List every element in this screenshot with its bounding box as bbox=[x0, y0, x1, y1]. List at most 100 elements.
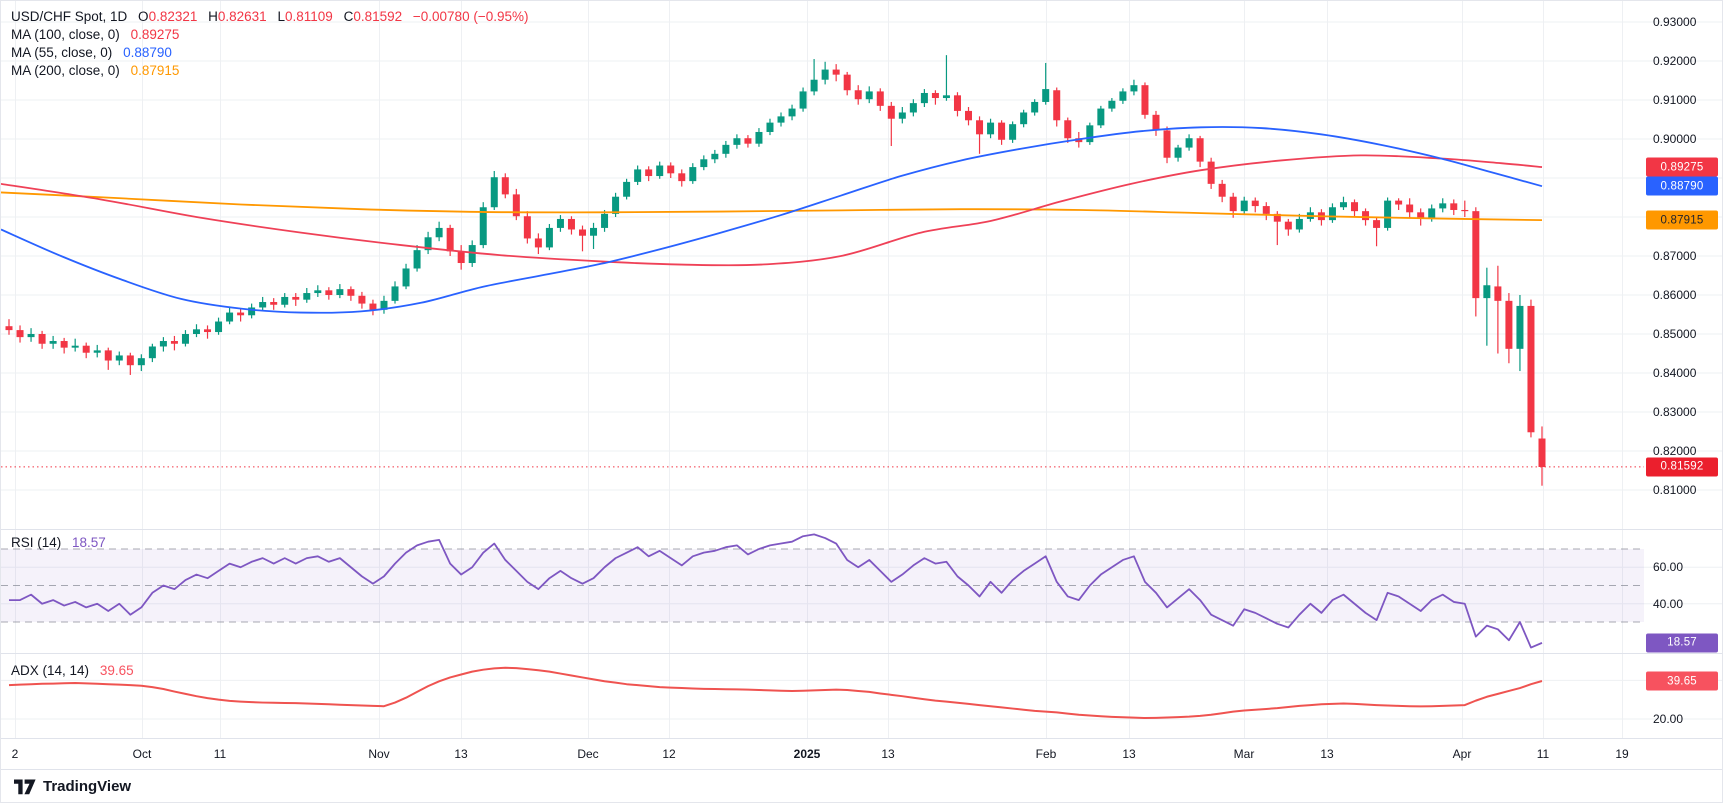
candle-body bbox=[1516, 305, 1524, 349]
candle-body bbox=[1207, 161, 1215, 184]
candle-body bbox=[104, 350, 112, 361]
open-label: O bbox=[138, 9, 149, 24]
candle-body bbox=[578, 229, 586, 236]
ma55-legend[interactable]: MA (55, close, 0) 0.88790 bbox=[11, 44, 172, 62]
candle-body bbox=[810, 79, 818, 92]
candle-body bbox=[137, 358, 145, 366]
candle-body bbox=[281, 296, 289, 305]
rsi-legend[interactable]: RSI (14) 18.57 bbox=[11, 534, 106, 552]
candle-body bbox=[126, 355, 134, 366]
candle-body bbox=[1185, 138, 1193, 148]
close-value: 0.81592 bbox=[353, 9, 403, 24]
candle-body bbox=[49, 341, 57, 344]
open-value: 0.82321 bbox=[148, 9, 198, 24]
candle-body bbox=[512, 194, 520, 217]
candle-body bbox=[1119, 91, 1127, 101]
candle-body bbox=[1196, 138, 1204, 162]
candle-body bbox=[534, 238, 542, 248]
time-axis-label: Oct bbox=[132, 747, 152, 761]
rsi-value: 18.57 bbox=[72, 535, 106, 550]
candle-body bbox=[1130, 85, 1138, 92]
candle-body bbox=[369, 303, 377, 310]
candle-body bbox=[821, 69, 829, 80]
candle-body bbox=[920, 92, 928, 104]
candle-body bbox=[115, 355, 123, 361]
candle-body bbox=[1174, 147, 1182, 158]
ma100-legend[interactable]: MA (100, close, 0) 0.89275 bbox=[11, 26, 179, 44]
candle-body bbox=[567, 218, 575, 230]
candle-body bbox=[1328, 207, 1336, 221]
candle-body bbox=[733, 138, 741, 145]
price-badge: 0.89275 bbox=[1646, 157, 1718, 177]
candle-body bbox=[1273, 213, 1281, 222]
candle-body bbox=[248, 307, 256, 316]
candle-body bbox=[556, 218, 564, 228]
candle-body bbox=[1141, 85, 1149, 115]
price-axis-label: 0.93000 bbox=[1653, 15, 1697, 29]
candle-body bbox=[336, 289, 344, 295]
ma200-line bbox=[1, 191, 1543, 222]
candle-body bbox=[965, 110, 973, 121]
time-axis-label: Nov bbox=[368, 747, 390, 761]
candle-body bbox=[1450, 203, 1458, 210]
candle-body bbox=[435, 227, 443, 238]
candle-body bbox=[181, 334, 189, 344]
candle-body bbox=[1494, 286, 1502, 301]
time-axis-label: Mar bbox=[1233, 747, 1255, 761]
candle-body bbox=[799, 91, 807, 109]
price-axis-label: 0.90000 bbox=[1653, 132, 1697, 146]
time-axis-label: 11 bbox=[213, 747, 227, 761]
symbol-legend[interactable]: USD/CHF Spot, 1D O0.82321 H0.82631 L0.81… bbox=[11, 8, 528, 26]
price-axis-label: 0.91000 bbox=[1653, 93, 1697, 107]
price-axis-label: 0.82000 bbox=[1653, 444, 1697, 458]
candle-body bbox=[722, 144, 730, 154]
candle-body bbox=[468, 245, 476, 264]
tradingview-logo-icon[interactable] bbox=[14, 779, 36, 795]
candle-body bbox=[1472, 211, 1480, 299]
candle-body bbox=[1009, 124, 1017, 140]
candle-body bbox=[1020, 112, 1028, 125]
low-value: 0.81109 bbox=[284, 9, 333, 24]
candle-body bbox=[71, 345, 79, 348]
rsi-axis-label: 60.00 bbox=[1653, 560, 1684, 575]
candle-body bbox=[1108, 100, 1116, 109]
candle-body bbox=[215, 321, 223, 333]
candle-body bbox=[601, 213, 609, 228]
candle-body bbox=[424, 237, 432, 251]
price-axis-label: 0.87000 bbox=[1653, 249, 1697, 263]
ma100-value: 0.89275 bbox=[130, 27, 180, 42]
candle-body bbox=[1284, 221, 1292, 230]
low-label: L bbox=[277, 9, 285, 24]
symbol-title: USD/CHF Spot, 1D bbox=[11, 9, 128, 24]
candle-body bbox=[865, 91, 873, 100]
candle-body bbox=[1251, 200, 1259, 207]
time-axis-label: 2025 bbox=[793, 747, 821, 761]
tradingview-brand-text[interactable]: TradingView bbox=[43, 778, 132, 795]
time-axis-label: 13 bbox=[881, 747, 895, 761]
candle-body bbox=[931, 92, 939, 99]
candle-body bbox=[1362, 211, 1370, 221]
adx-legend[interactable]: ADX (14, 14) 39.65 bbox=[11, 662, 134, 680]
candle-body bbox=[501, 177, 509, 195]
candle-body bbox=[942, 95, 950, 99]
candle-body bbox=[93, 350, 101, 353]
time-axis-label: 2 bbox=[11, 747, 19, 761]
candle-body bbox=[82, 345, 90, 353]
candle-body bbox=[1053, 90, 1061, 121]
ma55-value: 0.88790 bbox=[123, 45, 172, 60]
candle-body bbox=[634, 169, 642, 182]
adx-axis-label: 20.00 bbox=[1653, 712, 1684, 726]
candle-body bbox=[700, 159, 708, 168]
ma200-legend[interactable]: MA (200, close, 0) 0.87915 bbox=[11, 62, 179, 80]
time-axis-label: 13 bbox=[454, 747, 468, 761]
adx-label: ADX (14, 14) bbox=[11, 663, 90, 678]
ma200-value: 0.87915 bbox=[130, 63, 180, 78]
footer: TradingView bbox=[1, 770, 1722, 802]
time-axis-label: Apr bbox=[1452, 747, 1472, 761]
high-label: H bbox=[208, 9, 218, 24]
candle-body bbox=[898, 112, 906, 119]
candle-body bbox=[1351, 202, 1359, 212]
time-axis-label: 12 bbox=[662, 747, 676, 761]
